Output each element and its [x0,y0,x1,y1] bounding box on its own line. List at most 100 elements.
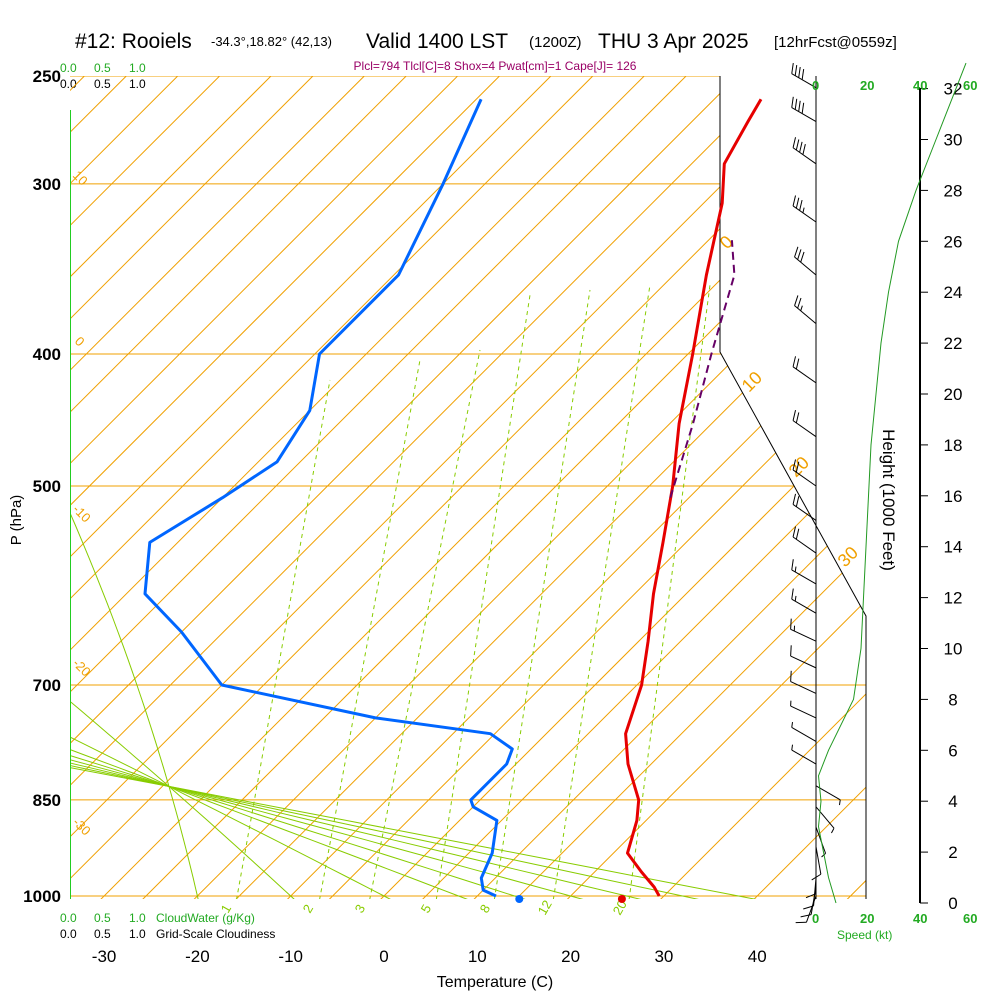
mixing-ratio-line [319,359,421,899]
height-tick-label: 14 [944,538,963,557]
cloudwater-label: CloudWater (g/Kg) [156,911,255,925]
wind-barb [790,618,817,642]
valid-time: Valid 1400 LST [366,30,508,53]
parcel-line [669,240,736,498]
wind-barb [791,744,817,765]
top-scale-green-2: 1.0 [129,61,146,75]
moist-adiabat-line [70,762,642,899]
forecast-info: [12hrFcst@0559z] [774,34,897,51]
moist-adiabat-line [70,754,526,899]
adiabat-grid-line [70,76,500,507]
surface-dewpoint-marker [515,895,524,903]
bottom-scale-green-0: 0.0 [60,911,77,925]
top-cloud-scale: 0.0 0.5 1.0 0.0 0.5 1.0 [60,61,146,91]
isotherm-line [660,693,866,899]
isotherm-line [70,76,458,465]
wind-barbs [790,62,841,924]
height-tick-label: 22 [944,334,963,353]
pressure-tick-label: 400 [33,345,61,364]
moist-adiabat-line [70,736,391,899]
height-tick-label: 12 [944,589,963,608]
adiabat-grid-line [70,76,594,600]
temperature-tick-label: 20 [561,947,580,966]
wind-barb [792,526,817,554]
mixing-ratio-line [435,294,531,899]
wind-barb [790,645,817,669]
zulu-time: (1200Z) [529,34,582,51]
top-scale-black-2: 1.0 [129,77,146,91]
speed-bottom-60: 60 [963,911,977,926]
moist-adiabat-line [70,759,584,899]
adiabat-grid-line [70,76,407,413]
stability-indices: Plcl=794 Tlcl[C]=8 Shox=4 Pwat[cm]=1 Cap… [354,59,637,73]
isotherm-line [70,76,365,372]
temperature-tick-label: -10 [278,947,303,966]
isotherm-label-m30: -30 [70,815,94,839]
wind-barb [790,700,817,719]
height-tick-label: 20 [944,385,963,404]
height-tick-label: 8 [948,690,957,709]
wind-barb [792,410,817,438]
mixing-ratio-label-2: 2 [300,902,317,916]
height-tick-label: 18 [944,436,963,455]
traces [143,98,763,903]
height-tick-label: 16 [944,487,963,506]
cloudiness-label: Grid-Scale Cloudiness [156,927,275,941]
height-tick-label: 24 [944,283,963,302]
mixing-ratio-label-8: 8 [477,902,494,916]
mixing-ratio-labels: 1 2 3 5 8 12 20 [218,897,630,917]
top-scale-black-0: 0.0 [60,77,77,91]
valid-date: THU 3 Apr 2025 [598,30,749,53]
height-tick-label: 6 [948,741,957,760]
speed-top-20: 20 [860,78,874,93]
mixing-ratio-label-12: 12 [535,897,555,917]
adiabat-grid-line [70,76,314,320]
isotherm-line [286,319,866,899]
moist-adiabat-line [70,765,699,899]
pressure-tick-label: 1000 [23,887,61,906]
mixing-ratio-line [369,349,481,899]
pressure-tick-label: 250 [33,67,61,86]
temperature-labels: -30 -20 -10 0 10 20 30 40 [92,947,767,966]
station-coords: -34.3°,18.82° (42,13) [211,34,332,49]
height-tick-label: 10 [944,640,963,659]
background-lines [70,76,866,899]
isotherm-line [70,76,738,745]
temperature-tick-label: 10 [468,947,487,966]
height-tick-label: 30 [944,131,963,150]
adiabat-grid-line [422,455,866,899]
wind-barb [791,559,817,585]
wind-barb [792,195,817,223]
moist-adiabat-line [70,767,757,899]
height-tick-label: 0 [948,894,957,913]
moist-adiabat-line [70,700,295,899]
isotherm-line [70,76,552,558]
bottom-cloud-scale: 0.0 0.5 1.0 CloudWater (g/Kg) 0.0 0.5 1.… [60,911,275,941]
isotherm-line [566,599,866,899]
temperature-tick-label: 0 [379,947,388,966]
height-tick-label: 28 [944,181,963,200]
speed-top-0: 0 [812,78,819,93]
wind-speed-profile-line [817,62,967,904]
adiabat-grid-line [70,76,687,693]
wind-barb [815,806,835,834]
mixing-ratio-label-5: 5 [418,902,435,916]
top-scale-black-1: 0.5 [94,77,111,91]
speed-axis-label: Speed (kt) [837,928,892,942]
upper-right-mask [720,76,866,616]
isotherm-label-top10: 10 [70,168,91,189]
wind-barb [792,459,817,487]
temperature-tick-label: 30 [654,947,673,966]
height-tick-label: 2 [948,843,957,862]
bottom-scale-black-0: 0.0 [60,927,77,941]
pressure-labels: 250 300 400 500 700 850 1000 [23,67,61,906]
moist-adiabat-line [70,749,468,899]
speed-bottom-0: 0 [812,911,819,926]
mixing-ratio-line [552,284,651,899]
dewpoint-line [143,98,514,898]
pressure-tick-label: 700 [33,676,61,695]
temperature-axis-title: Temperature (C) [437,974,553,991]
wind-barb [791,96,817,122]
speed-top-scale: 0 20 40 60 [812,78,977,93]
